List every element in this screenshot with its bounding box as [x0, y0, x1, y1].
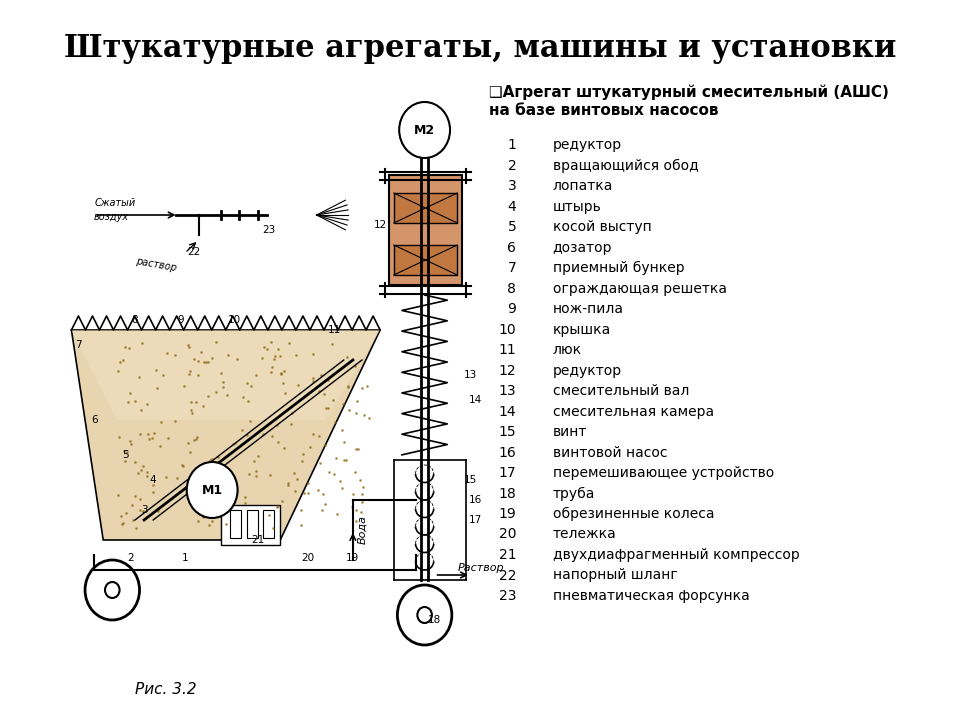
Text: штырь: штырь — [553, 199, 601, 214]
Bar — [230, 510, 241, 538]
Text: винт: винт — [553, 425, 587, 439]
FancyBboxPatch shape — [389, 175, 462, 285]
Text: Раствор: Раствор — [457, 563, 504, 573]
Text: 15: 15 — [465, 475, 477, 485]
Text: 18: 18 — [498, 487, 516, 500]
Text: винтовой насос: винтовой насос — [553, 446, 667, 459]
Text: 4: 4 — [150, 475, 156, 485]
Text: 7: 7 — [76, 340, 82, 350]
Text: 19: 19 — [498, 507, 516, 521]
Circle shape — [418, 607, 432, 623]
Text: 3: 3 — [508, 179, 516, 193]
Text: пневматическая форсунка: пневматическая форсунка — [553, 589, 750, 603]
Text: вращающийся обод: вращающийся обод — [553, 158, 698, 173]
Circle shape — [187, 462, 237, 518]
Text: 13: 13 — [465, 370, 477, 380]
Text: 17: 17 — [498, 466, 516, 480]
Text: 22: 22 — [499, 569, 516, 582]
Circle shape — [397, 585, 452, 645]
Text: 2: 2 — [127, 553, 133, 563]
Text: Штукатурные агрегаты, машины и установки: Штукатурные агрегаты, машины и установки — [63, 32, 897, 63]
Circle shape — [105, 582, 120, 598]
Bar — [394, 245, 457, 275]
Text: 19: 19 — [347, 553, 359, 563]
Text: 22: 22 — [187, 247, 201, 257]
Bar — [221, 505, 280, 545]
Text: 23: 23 — [499, 589, 516, 603]
Text: 21: 21 — [251, 535, 264, 545]
Text: 14: 14 — [468, 395, 482, 405]
Circle shape — [399, 102, 450, 158]
Text: люк: люк — [553, 343, 582, 357]
Text: 4: 4 — [508, 199, 516, 214]
Text: Сжатый: Сжатый — [94, 198, 135, 208]
Text: 16: 16 — [468, 495, 482, 505]
Text: 1: 1 — [508, 138, 516, 152]
Text: Вода: Вода — [357, 516, 368, 544]
Text: 7: 7 — [508, 261, 516, 275]
Text: 11: 11 — [498, 343, 516, 357]
Text: смесительная камера: смесительная камера — [553, 405, 714, 418]
Polygon shape — [71, 330, 380, 540]
Text: ограждающая решетка: ограждающая решетка — [553, 282, 727, 295]
Text: 12: 12 — [498, 364, 516, 377]
Text: двухдиафрагменный компрессор: двухдиафрагменный компрессор — [553, 548, 800, 562]
Text: 17: 17 — [468, 515, 482, 525]
Text: редуктор: редуктор — [553, 364, 622, 377]
Text: воздух: воздух — [94, 212, 130, 222]
Text: смесительный вал: смесительный вал — [553, 384, 689, 398]
Text: M1: M1 — [202, 484, 223, 497]
Text: 8: 8 — [132, 315, 138, 325]
Text: дозатор: дозатор — [553, 240, 612, 254]
Text: напорный шланг: напорный шланг — [553, 569, 678, 582]
Text: ❑Агрегат штукатурный смесительный (АШС): ❑Агрегат штукатурный смесительный (АШС) — [489, 84, 889, 100]
Text: 23: 23 — [263, 225, 276, 235]
Text: 14: 14 — [498, 405, 516, 418]
Text: 5: 5 — [123, 450, 130, 460]
Text: 9: 9 — [177, 315, 183, 325]
Text: 18: 18 — [428, 615, 442, 625]
Text: 8: 8 — [508, 282, 516, 295]
Text: 20: 20 — [499, 528, 516, 541]
Bar — [247, 510, 257, 538]
Text: 12: 12 — [373, 220, 387, 230]
Text: 15: 15 — [498, 425, 516, 439]
Circle shape — [85, 560, 139, 620]
Text: 21: 21 — [498, 548, 516, 562]
Text: приемный бункер: приемный бункер — [553, 261, 684, 275]
Text: M2: M2 — [414, 124, 435, 137]
Text: нож-пила: нож-пила — [553, 302, 624, 316]
Text: перемешивающее устройство: перемешивающее устройство — [553, 466, 774, 480]
Text: 13: 13 — [498, 384, 516, 398]
Text: на базе винтовых насосов: на базе винтовых насосов — [489, 102, 719, 117]
Text: раствор: раствор — [135, 256, 178, 274]
Text: редуктор: редуктор — [553, 138, 622, 152]
Text: 6: 6 — [508, 240, 516, 254]
Text: 10: 10 — [228, 315, 241, 325]
Text: 11: 11 — [328, 325, 342, 335]
Text: обрезиненные колеса: обрезиненные колеса — [553, 507, 714, 521]
Text: 10: 10 — [498, 323, 516, 336]
Text: лопатка: лопатка — [553, 179, 613, 193]
Text: 3: 3 — [141, 505, 148, 515]
Bar — [394, 193, 457, 223]
Text: 5: 5 — [508, 220, 516, 234]
Text: крышка: крышка — [553, 323, 611, 336]
Text: тележка: тележка — [553, 528, 616, 541]
Text: 6: 6 — [91, 415, 97, 425]
Text: 16: 16 — [498, 446, 516, 459]
Text: Рис. 3.2: Рис. 3.2 — [135, 683, 197, 698]
Text: 2: 2 — [508, 158, 516, 173]
Bar — [263, 510, 274, 538]
Text: труба: труба — [553, 487, 595, 500]
Text: косой выступ: косой выступ — [553, 220, 652, 234]
Text: 9: 9 — [508, 302, 516, 316]
Text: 20: 20 — [300, 553, 314, 563]
Polygon shape — [71, 330, 380, 420]
Text: 1: 1 — [181, 553, 188, 563]
